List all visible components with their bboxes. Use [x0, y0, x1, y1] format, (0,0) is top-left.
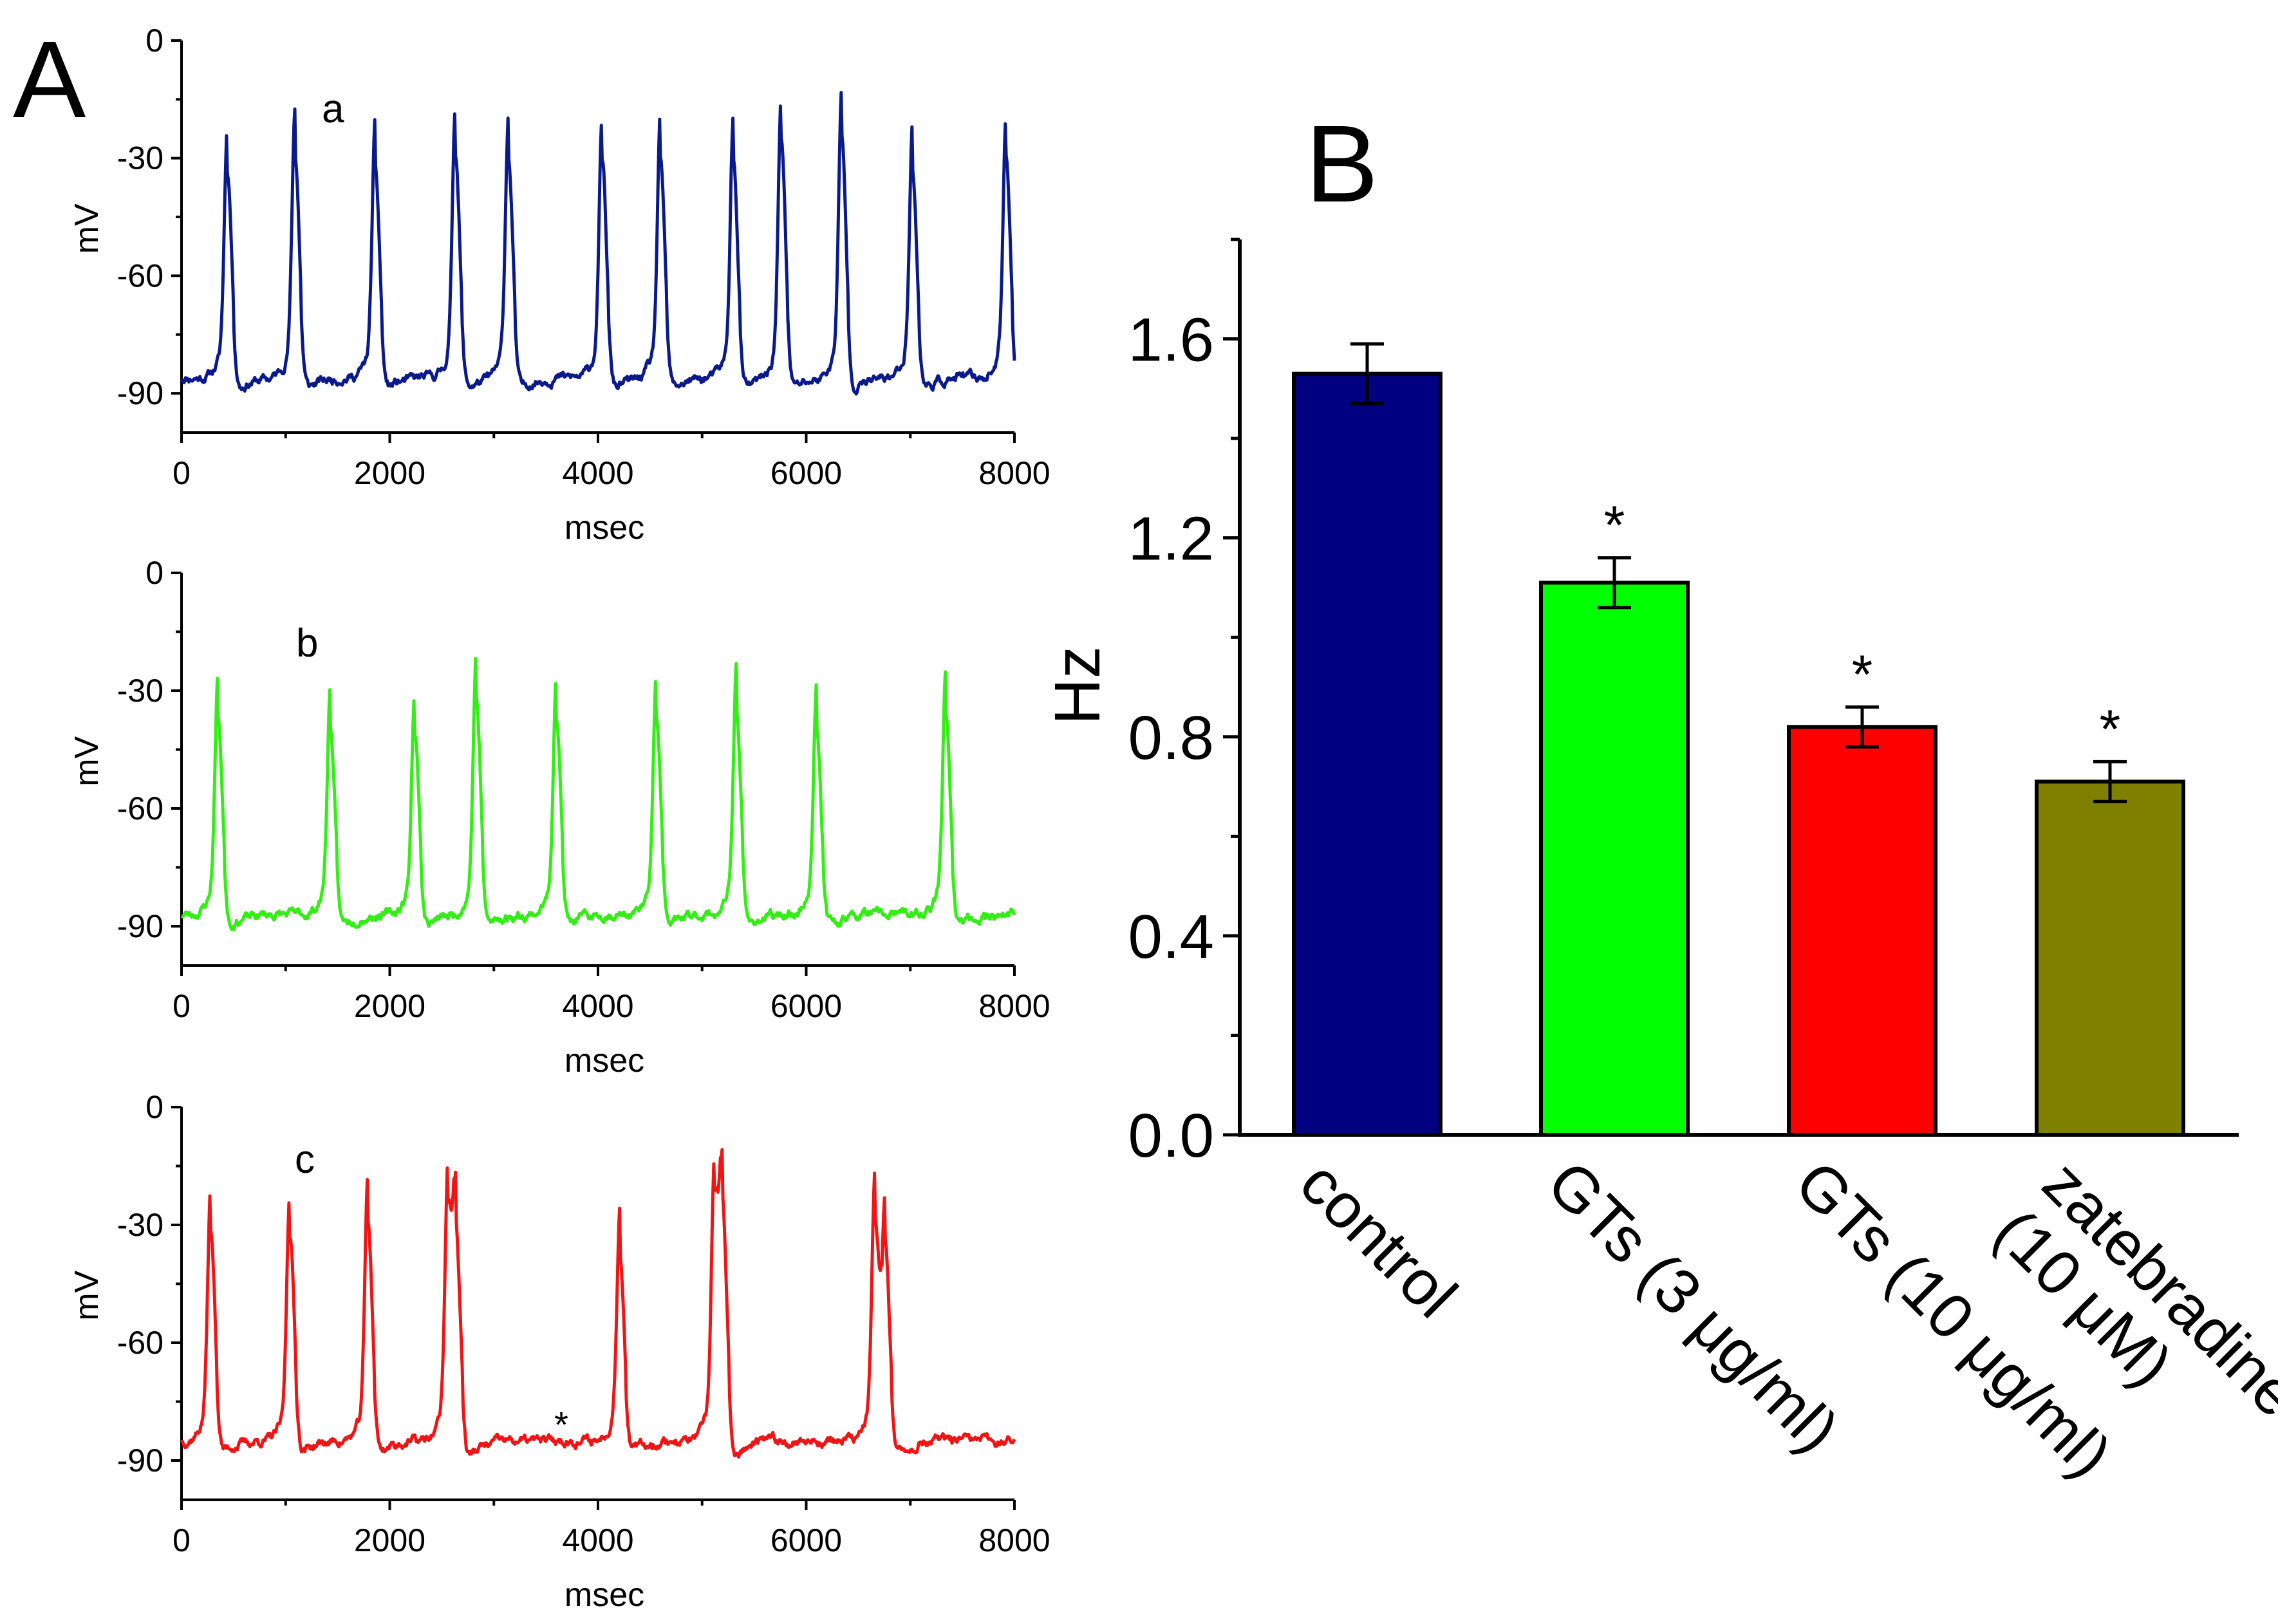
x-axis-title: msec [565, 509, 644, 546]
trace-label: b [296, 621, 318, 666]
bar-2 [1787, 725, 1937, 1137]
x-axis-title: msec [565, 1042, 644, 1079]
voltage-trace [180, 657, 1016, 931]
x-tick-label: 2000 [354, 455, 425, 491]
y-tick-label: 0.4 [1128, 902, 1214, 971]
x-axis-title: msec [565, 1576, 644, 1614]
x-tick-label: 2000 [354, 988, 425, 1024]
trace-panel-b: 0 -30 -60 -90 0 2000 4000 6000 8000 msec mV b [68, 555, 1050, 1079]
significance-star: * [2100, 698, 2121, 759]
y-tick-label: 0 [145, 23, 163, 59]
x-tick-label: 6000 [770, 455, 842, 491]
bar-0 [1292, 371, 1442, 1137]
y-tick-label: -60 [117, 1325, 163, 1361]
category-label: control [1287, 1147, 1471, 1331]
significance-star: * [1604, 495, 1625, 555]
y-axis-title: mV [68, 736, 106, 786]
y-tick-label: -90 [117, 1442, 163, 1479]
y-tick-label: -30 [117, 140, 163, 176]
x-tick-label: 0 [173, 1522, 191, 1558]
voltage-trace [180, 91, 1016, 396]
x-tick-label: 4000 [562, 988, 633, 1024]
x-tick-label: 0 [173, 988, 191, 1024]
panel-b-label: B [1305, 103, 1378, 225]
y-tick-label: 1.6 [1128, 306, 1214, 375]
y-tick-label: 0 [145, 1089, 163, 1125]
y-axis-title: mV [68, 1270, 106, 1320]
x-tick-label: 6000 [770, 1522, 842, 1558]
x-tick-label: 4000 [562, 1522, 633, 1558]
x-tick-label: 0 [173, 455, 191, 491]
y-tick-label: -30 [117, 1207, 163, 1243]
significance-star: * [1852, 644, 1873, 704]
y-tick-label: 1.2 [1128, 505, 1214, 574]
x-tick-label: 8000 [978, 1522, 1050, 1558]
y-tick-label: -90 [117, 908, 163, 944]
y-tick-label: 0.0 [1128, 1101, 1214, 1170]
x-tick-label: 8000 [978, 455, 1050, 491]
y-tick-label: -30 [117, 673, 163, 709]
trace-label: c [295, 1137, 315, 1182]
voltage-trace [180, 1148, 1016, 1459]
bar-1 [1539, 581, 1690, 1137]
significance-marker: * [554, 1404, 568, 1444]
x-tick-label: 2000 [354, 1522, 425, 1558]
x-tick-label: 4000 [562, 455, 633, 491]
trace-label: a [322, 87, 344, 131]
y-tick-label: -60 [117, 790, 163, 826]
y-tick-label: -60 [117, 257, 163, 294]
trace-panel-c: 0 -30 -60 -90 0 2000 4000 6000 8000 msec mV c * [68, 1089, 1050, 1614]
bar-3 [2035, 779, 2185, 1137]
x-tick-label: 8000 [978, 988, 1050, 1024]
y-axis-title: mV [68, 203, 106, 254]
x-tick-label: 6000 [770, 988, 842, 1024]
y-tick-label: 0.8 [1128, 704, 1214, 772]
trace-panel-a: 0 -30 -60 -90 0 2000 4000 6000 8000 msec mV a [68, 23, 1050, 546]
panel-a-label: A [13, 19, 86, 141]
y-tick-label: -90 [117, 375, 163, 411]
y-axis-title: Hz [1041, 646, 1114, 725]
y-tick-label: 0 [145, 555, 163, 591]
